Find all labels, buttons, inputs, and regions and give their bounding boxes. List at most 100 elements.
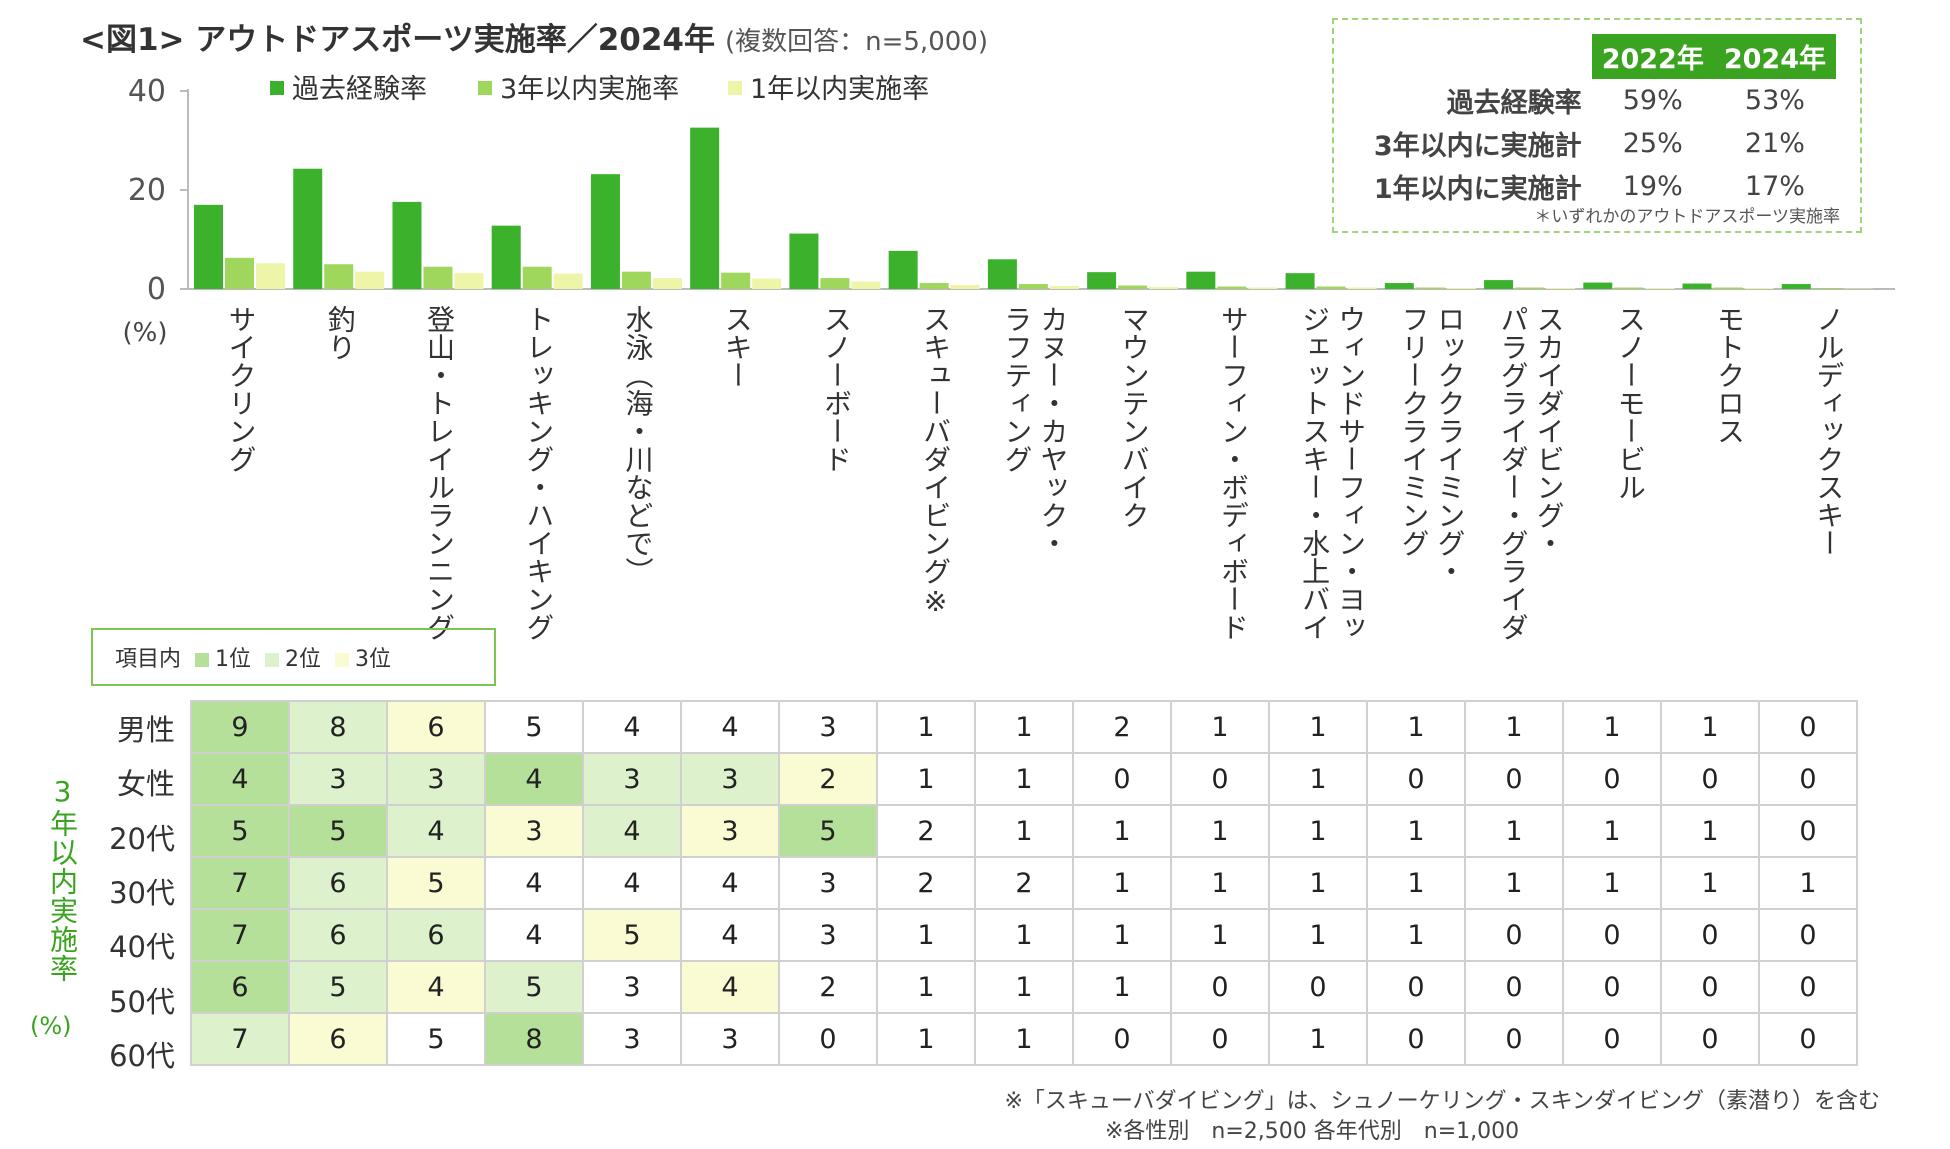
table-cell: 0 <box>1170 1012 1270 1066</box>
summary-table: 2022年 2024年 過去経験率 59% 53% 3年以内に実施計 25% 2… <box>1364 34 1836 208</box>
table-cell: 1 <box>1072 804 1172 858</box>
table-cell: 4 <box>680 960 780 1014</box>
bar-2-7 <box>950 285 980 289</box>
summary-box: 2022年 2024年 過去経験率 59% 53% 3年以内に実施計 25% 2… <box>1332 18 1862 233</box>
bar-1-2 <box>423 266 453 289</box>
table-cell: 2 <box>1072 700 1172 754</box>
table-cell: 0 <box>1758 804 1858 858</box>
bar-2-12 <box>1446 288 1476 289</box>
table-cell: 2 <box>778 752 878 806</box>
table-cell: 5 <box>288 960 388 1014</box>
table-cell: 4 <box>386 960 486 1014</box>
bar-1-4 <box>621 271 651 289</box>
bar-1-15 <box>1713 287 1743 289</box>
chart-subtitle: (複数回答：n=5,000) <box>724 27 988 57</box>
table-cell: 0 <box>1562 1012 1662 1066</box>
bar-1-6 <box>820 278 850 289</box>
table-cell: 0 <box>1660 1012 1760 1066</box>
table-cell: 1 <box>1366 804 1466 858</box>
table-cell: 5 <box>778 804 878 858</box>
table-cell: 4 <box>582 856 682 910</box>
bar-0-0 <box>194 204 223 289</box>
rank-1-swatch <box>195 653 210 667</box>
table-row-label: 30代 <box>109 875 175 910</box>
y-axis-unit: (%) <box>123 318 168 348</box>
legend-swatch-0 <box>270 81 284 95</box>
category-label: ジェットスキー・水上バイク <box>1298 305 1331 640</box>
table-cell: 0 <box>1072 1012 1172 1066</box>
table-cell: 1 <box>1170 908 1270 962</box>
table-cell: 5 <box>190 804 290 858</box>
table-cell: 0 <box>1758 752 1858 806</box>
summary-note: ＊いずれかのアウトドアスポーツ実施率 <box>1534 207 1840 227</box>
summary-header-2024: 2024年 <box>1713 34 1836 79</box>
bar-0-6 <box>789 233 819 289</box>
table-cell: 3 <box>484 804 584 858</box>
table-cell: 5 <box>582 908 682 962</box>
bar-1-5 <box>721 272 751 289</box>
category-label: サイクリング <box>225 305 258 473</box>
bar-2-1 <box>355 271 385 289</box>
table-cell: 6 <box>288 856 388 910</box>
legend-swatch-1 <box>478 81 492 95</box>
table-cell: 1 <box>876 960 976 1014</box>
category-label: スノーモービル <box>1614 305 1647 501</box>
bar-2-10 <box>1248 287 1278 289</box>
bar-2-2 <box>454 273 484 289</box>
bar-1-12 <box>1415 287 1445 289</box>
rank-3-text: 3位 <box>355 647 392 672</box>
bar-1-14 <box>1614 287 1644 289</box>
table-cell: 7 <box>190 856 290 910</box>
bar-1-16 <box>1812 288 1842 289</box>
table-cell: 1 <box>974 1012 1074 1066</box>
rank-3-swatch <box>335 653 350 667</box>
rank-2-swatch <box>265 653 280 667</box>
category-label: カヌー・カヤック・ <box>1036 305 1069 557</box>
bar-1-9 <box>1118 285 1148 289</box>
category-label: ラフティング <box>1000 305 1033 473</box>
bar-1-0 <box>225 257 254 289</box>
table-cell: 0 <box>1170 960 1270 1014</box>
table-cell: 4 <box>680 856 780 910</box>
table-cell: 1 <box>1268 908 1368 962</box>
table-cell: 0 <box>1562 752 1662 806</box>
table-row-label: 男性 <box>116 713 175 747</box>
table-cell: 5 <box>386 1012 486 1066</box>
bar-0-9 <box>1087 272 1117 289</box>
category-label: スカイダイビング・ <box>1533 305 1566 557</box>
category-label: パラグライダー・グライダー <box>1497 305 1530 640</box>
table-cell: 1 <box>1170 856 1270 910</box>
table-cell: 8 <box>288 700 388 754</box>
table-cell: 6 <box>288 1012 388 1066</box>
rank-legend-item: 2位 <box>265 641 321 673</box>
bar-0-15 <box>1682 283 1712 289</box>
rank-legend-item: 1位 <box>195 641 251 673</box>
table-cell: 1 <box>1464 804 1564 858</box>
table-cell: 0 <box>1758 1012 1858 1066</box>
footnote-scuba: ※「スキューバダイビング」は、シュノーケリング・スキンダイビング（素潜り）を含む <box>1004 1089 1880 1114</box>
table-cell: 1 <box>1268 856 1368 910</box>
bar-0-3 <box>491 225 521 289</box>
table-row-label: 20代 <box>109 821 175 856</box>
table-cell: 4 <box>484 856 584 910</box>
bar-1-1 <box>324 264 354 289</box>
table-cell: 2 <box>876 804 976 858</box>
table-cell: 5 <box>484 960 584 1014</box>
table-cell: 4 <box>582 700 682 754</box>
table-cell: 0 <box>1758 960 1858 1014</box>
table-row-label: 女性 <box>116 767 175 802</box>
table-cell: 3 <box>582 752 682 806</box>
y-tick-label: 20 <box>128 173 166 208</box>
table-cell: 0 <box>1464 1012 1564 1066</box>
legend-swatch-2 <box>728 81 742 95</box>
table-cell: 0 <box>1170 752 1270 806</box>
table-cell: 0 <box>1366 960 1466 1014</box>
table-cell: 9 <box>190 700 290 754</box>
bar-0-5 <box>690 127 720 289</box>
table-cell: 0 <box>778 1012 878 1066</box>
